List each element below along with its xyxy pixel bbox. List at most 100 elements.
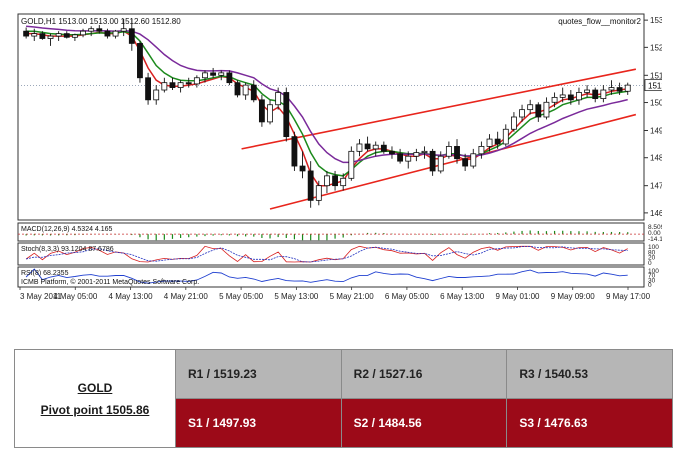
- candle-body: [600, 89, 607, 100]
- time-tick-label: 5 May 05:00: [219, 292, 264, 301]
- stoch-label: Stoch(8,3,3) 93.1204 87.6786: [21, 246, 114, 253]
- candle-body: [454, 146, 460, 160]
- candle-body: [226, 72, 233, 84]
- candle-body: [120, 28, 127, 32]
- candle-body: [478, 146, 485, 155]
- candle-body: [23, 30, 30, 37]
- candle-body: [519, 109, 525, 118]
- time-tick-label: 4 May 05:00: [53, 292, 98, 301]
- macd-label: MACD(12,26,9) 4.5324 4.165: [21, 226, 113, 233]
- price-panel-frame: [17, 13, 645, 221]
- rsi-scale-label: 100: [648, 268, 659, 275]
- stoch-signal-line: [26, 245, 628, 263]
- candle-body: [250, 84, 257, 101]
- price-tick-label: 1472.00: [650, 182, 662, 191]
- chart-watermark: quotes_flow__monitor2: [558, 17, 641, 26]
- candle-body: [567, 94, 574, 101]
- current-price-tag: [644, 79, 662, 92]
- candle-body: [576, 92, 582, 101]
- channel-lower-line: [269, 113, 637, 210]
- candle-body: [242, 84, 249, 96]
- candle-body: [234, 82, 241, 96]
- copyright-text: ICMB Platform, © 2001-2011 MetaQuotes So…: [21, 278, 199, 286]
- stoch-scale-label: 20: [648, 255, 656, 262]
- candle-body: [486, 138, 493, 147]
- candle-body: [31, 33, 38, 37]
- candle-body: [437, 155, 444, 172]
- candle-body: [137, 43, 143, 79]
- stoch-main-line: [25, 245, 628, 263]
- candle-body: [470, 153, 477, 167]
- rsi-scale-label: 30: [648, 277, 656, 284]
- candle-body: [405, 155, 412, 162]
- price-tick-label: 1528.40: [650, 43, 662, 52]
- candle-body: [39, 33, 46, 39]
- price-tick-label: 1483.40: [650, 154, 662, 163]
- candle-body: [413, 152, 420, 157]
- candle-body: [63, 33, 70, 38]
- resistance-r1: R1 / 1519.23: [175, 349, 342, 399]
- time-tick-label: 4 May 21:00: [164, 292, 209, 301]
- candle-body: [267, 104, 273, 123]
- candle-body: [397, 153, 404, 162]
- chart-svg: 1539.50 1528.40 1517.00 1505.90 1494.50 1483.…: [17, 13, 662, 301]
- rsi-panel-frame: [17, 266, 645, 288]
- stoch-scale-label: 100: [648, 244, 659, 251]
- candle-body: [389, 150, 395, 155]
- candle-body: [218, 72, 225, 76]
- support-s1: S1 / 1497.93: [175, 398, 342, 448]
- candle-body: [543, 101, 550, 118]
- time-tick-label: 6 May 13:00: [440, 292, 485, 301]
- candle-body: [202, 72, 208, 79]
- candle-body: [364, 143, 371, 150]
- candle-body: [380, 144, 387, 152]
- candle-body: [445, 146, 452, 157]
- candle-body: [584, 89, 591, 93]
- current-price-label: 1512.80: [648, 82, 662, 91]
- time-tick-label: 5 May 13:00: [274, 292, 319, 301]
- price-tick-label: 1494.50: [650, 126, 662, 135]
- candle-body: [559, 94, 566, 98]
- candle-body: [169, 82, 176, 88]
- channel-upper-line: [241, 68, 637, 150]
- rsi-line: [25, 268, 628, 284]
- candle-body: [193, 77, 200, 85]
- candle-body: [324, 175, 330, 187]
- candle-body: [145, 77, 151, 101]
- candle-body: [511, 116, 517, 130]
- stoch-scale-label: 0: [648, 260, 652, 267]
- macd-scale-label: 8.509: [648, 224, 662, 231]
- candle-body: [291, 136, 298, 167]
- resistance-r2: R2 / 1527.16: [340, 349, 508, 399]
- candle-body: [340, 177, 347, 187]
- candle-body: [535, 104, 542, 118]
- price-tick-label: 1460.90: [650, 209, 662, 218]
- candle-body: [210, 72, 217, 76]
- macd-scale-label: -14.121: [648, 236, 662, 243]
- chart-header: GOLD,H1 1513.00 1513.00 1512.60 1512.80: [21, 17, 181, 26]
- time-tick-label: 9 May 17:00: [606, 292, 651, 301]
- candle-body: [299, 165, 306, 172]
- candle-body: [332, 175, 338, 187]
- price-tick-label: 1517.00: [650, 71, 662, 80]
- candle-body: [551, 96, 558, 103]
- pivot-table: GOLD Pivot point 1505.86 R1 / 1519.23 R2…: [14, 349, 673, 448]
- candle-body: [96, 28, 103, 32]
- time-tick-label: 3 May 2011: [20, 292, 62, 301]
- stoch-scale-label: 80: [648, 249, 656, 256]
- time-tick-label: 5 May 21:00: [330, 292, 375, 301]
- candle-body: [348, 150, 355, 179]
- support-s3: S3 / 1476.63: [506, 398, 673, 448]
- support-s2: S2 / 1484.56: [340, 398, 508, 448]
- macd-scale-label: 0.00: [648, 230, 661, 237]
- candle-body: [185, 82, 192, 85]
- candle-body: [616, 87, 623, 92]
- price-tick-label: 1505.90: [650, 99, 662, 108]
- candle-body: [80, 30, 86, 36]
- candle-body: [356, 143, 363, 152]
- candle-body: [421, 150, 428, 153]
- rsi-scale-label: 70: [648, 273, 656, 280]
- candle-body: [608, 87, 615, 91]
- candle-body: [55, 33, 62, 37]
- candle-body: [112, 30, 119, 37]
